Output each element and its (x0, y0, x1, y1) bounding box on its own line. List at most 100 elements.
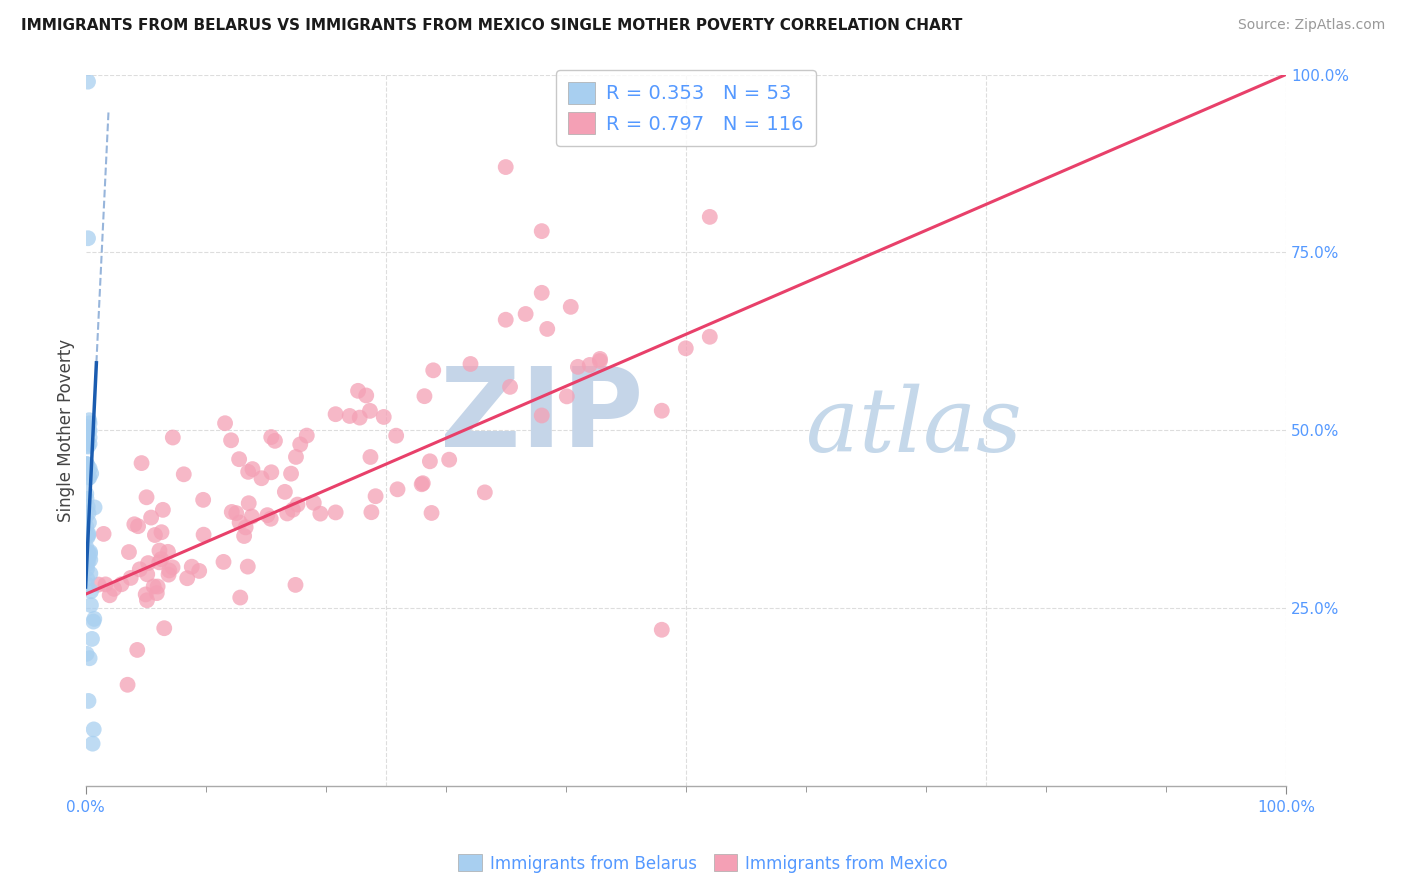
Point (75, 510, 97, 524)
Point (79, 431, 101, 445)
Point (77, 75, 100, 89)
Point (75, 434, 97, 449)
Point (143, 528, 166, 542)
Point (411, 477, 433, 491)
Point (530, 285, 553, 300)
Text: atlas: atlas (806, 384, 1022, 470)
Point (118, 545, 141, 559)
Point (536, 322, 558, 336)
Point (80, 467, 103, 481)
Point (83, 500, 105, 515)
Point (280, 467, 302, 481)
Point (309, 507, 332, 521)
Point (79, 545, 101, 559)
Point (256, 508, 278, 523)
Point (419, 454, 441, 468)
Point (225, 506, 247, 520)
Point (83, 723, 105, 737)
Point (250, 471, 273, 485)
Point (150, 525, 173, 540)
Text: Source: ZipAtlas.com: Source: ZipAtlas.com (1237, 18, 1385, 32)
Point (75, 540, 97, 554)
Point (364, 489, 387, 503)
Point (77, 413, 100, 427)
Point (77, 231, 100, 245)
Point (76, 557, 98, 571)
Point (79, 461, 101, 475)
Point (260, 512, 283, 526)
Point (651, 403, 673, 417)
Point (80, 632, 103, 646)
Point (79, 424, 101, 438)
Point (460, 357, 482, 371)
Point (82, 615, 104, 629)
Point (276, 507, 298, 521)
Point (354, 388, 377, 402)
Point (146, 586, 169, 600)
Point (77, 423, 100, 437)
Point (359, 404, 381, 418)
Y-axis label: Single Mother Poverty: Single Mother Poverty (58, 339, 75, 522)
Point (193, 527, 215, 541)
Point (76, 577, 98, 591)
Point (77, 528, 100, 542)
Point (221, 505, 243, 519)
Point (699, 330, 721, 344)
Point (228, 452, 250, 467)
Point (242, 462, 264, 476)
Point (80, 584, 103, 599)
Point (281, 502, 304, 516)
Point (77, 694, 100, 708)
Point (79, 547, 101, 561)
Point (136, 593, 159, 607)
Point (157, 567, 180, 582)
Point (651, 623, 673, 637)
Point (699, 210, 721, 224)
Point (219, 434, 242, 448)
Point (148, 543, 170, 558)
Point (136, 556, 159, 570)
Point (76, 459, 98, 474)
Point (567, 359, 589, 374)
Point (153, 621, 176, 635)
Point (589, 351, 612, 366)
Point (412, 476, 434, 491)
Point (325, 407, 347, 421)
Point (124, 517, 146, 532)
Point (274, 484, 297, 499)
Point (75, 487, 97, 501)
Point (142, 579, 165, 593)
Point (387, 483, 409, 497)
Point (238, 465, 260, 479)
Text: IMMIGRANTS FROM BELARUS VS IMMIGRANTS FROM MEXICO SINGLE MOTHER POVERTY CORRELAT: IMMIGRANTS FROM BELARUS VS IMMIGRANTS FR… (21, 18, 963, 33)
Point (284, 450, 307, 464)
Point (152, 503, 174, 517)
Point (212, 555, 235, 569)
Point (347, 384, 370, 398)
Point (135, 587, 157, 601)
Point (110, 577, 132, 591)
Point (180, 559, 202, 574)
Point (75, 458, 97, 472)
Point (148, 555, 170, 569)
Point (373, 409, 395, 424)
Point (260, 430, 283, 444)
Point (235, 520, 257, 534)
Point (128, 562, 150, 576)
Point (76, 491, 98, 506)
Point (578, 358, 600, 372)
Point (77, 526, 100, 541)
Point (675, 341, 697, 355)
Point (76, 458, 98, 472)
Point (77, 506, 100, 520)
Point (135, 490, 157, 504)
Point (87, 577, 110, 591)
Point (157, 564, 180, 578)
Point (76, 572, 98, 586)
Legend: R = 0.353   N = 53, R = 0.797   N = 116: R = 0.353 N = 53, R = 0.797 N = 116 (555, 70, 815, 146)
Point (79, 566, 101, 581)
Point (75, 554, 97, 568)
Point (139, 510, 162, 524)
Legend: Immigrants from Belarus, Immigrants from Mexico: Immigrants from Belarus, Immigrants from… (451, 847, 955, 880)
Point (214, 416, 236, 430)
